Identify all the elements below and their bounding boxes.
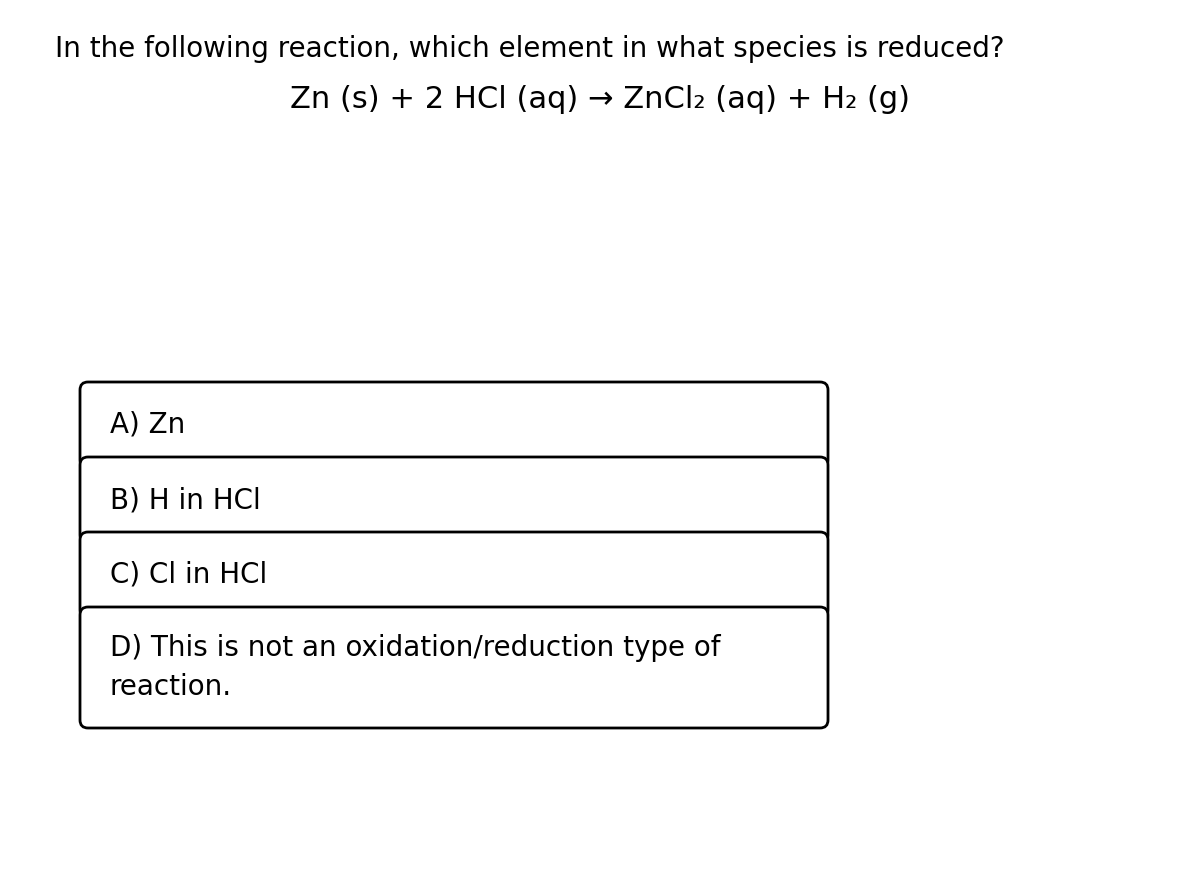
FancyBboxPatch shape	[80, 382, 828, 468]
FancyBboxPatch shape	[80, 607, 828, 728]
Text: C) Cl in HCl: C) Cl in HCl	[110, 561, 268, 589]
Text: B) H in HCl: B) H in HCl	[110, 486, 260, 514]
FancyBboxPatch shape	[80, 532, 828, 618]
Text: A) Zn: A) Zn	[110, 411, 185, 439]
Text: Zn (s) + 2 HCl (aq) → ZnCl₂ (aq) + H₂ (g): Zn (s) + 2 HCl (aq) → ZnCl₂ (aq) + H₂ (g…	[290, 85, 910, 114]
Text: In the following reaction, which element in what species is reduced?: In the following reaction, which element…	[55, 35, 1004, 63]
FancyBboxPatch shape	[80, 457, 828, 543]
Text: D) This is not an oxidation/reduction type of
reaction.: D) This is not an oxidation/reduction ty…	[110, 634, 720, 701]
